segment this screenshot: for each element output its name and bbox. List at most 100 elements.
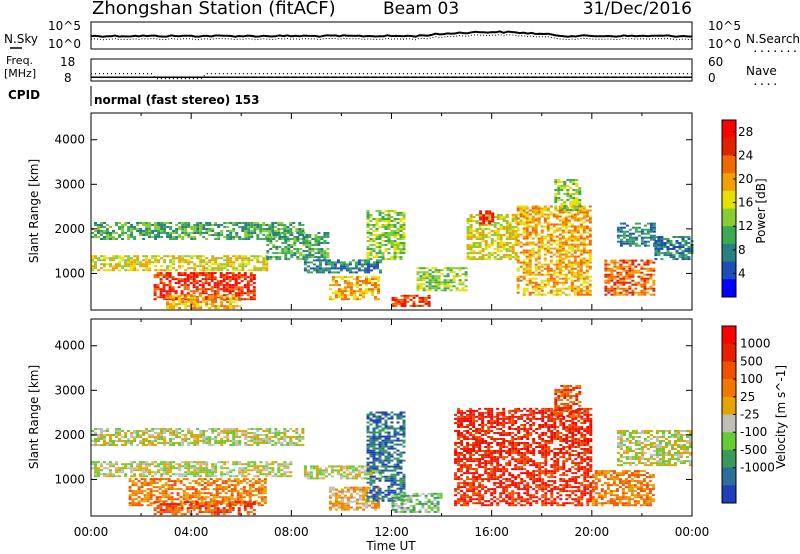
echo-cell (278, 234, 282, 236)
echo-cell (226, 436, 230, 438)
echo-cell (127, 234, 131, 236)
echo-cell (326, 234, 330, 236)
echo-cell (124, 473, 128, 476)
echo-cell (531, 229, 535, 232)
echo-cell (209, 494, 213, 497)
echo-cell (271, 461, 275, 464)
echo-cell (399, 258, 403, 261)
echo-cell (564, 227, 568, 230)
echo-cell (225, 511, 229, 514)
echo-cell (220, 432, 224, 434)
echo-cell (247, 222, 251, 224)
echo-cell (434, 277, 438, 280)
echo-cell (181, 434, 185, 436)
echo-cell (516, 243, 520, 246)
echo-cell (637, 291, 641, 294)
echo-cell (369, 214, 373, 216)
echo-cell (525, 279, 529, 282)
echo-cell (558, 263, 562, 266)
echo-cell (247, 234, 251, 236)
echo-cell (575, 209, 579, 211)
echo-cell (640, 283, 644, 286)
echo-cell (211, 432, 215, 434)
echo-cell (106, 257, 109, 260)
echo-cell (588, 279, 592, 282)
echo-cell (402, 232, 406, 234)
echo-cell (134, 502, 138, 505)
echo-cell (340, 298, 344, 301)
echo-cell (334, 280, 338, 283)
echo-cell (94, 234, 97, 236)
echo-cell (334, 292, 338, 295)
echo-cell (235, 257, 239, 260)
echo-cell (375, 256, 379, 259)
echo-cell (204, 503, 208, 506)
echo-cell (315, 467, 319, 470)
echo-cell (561, 219, 565, 222)
echo-cell (241, 265, 245, 268)
echo-cell (570, 271, 574, 274)
echo-cell (164, 496, 168, 499)
echo-cell (162, 294, 166, 297)
echo-cell (625, 289, 629, 292)
echo-cell (146, 498, 150, 501)
echo-cell (280, 442, 284, 444)
echo-cell (293, 242, 297, 244)
echo-cell (178, 473, 182, 476)
echo-cell (183, 284, 187, 287)
echo-cell (331, 276, 335, 279)
echo-cell (519, 213, 523, 216)
echo-cell (217, 234, 221, 236)
echo-cell (254, 480, 258, 483)
echo-cell (121, 469, 125, 472)
echo-cell (193, 475, 197, 478)
echo-cell (312, 259, 316, 262)
echo-cell (181, 228, 185, 230)
echo-cell (265, 228, 269, 230)
echo-cell (145, 467, 149, 470)
echo-cell (265, 467, 269, 470)
echo-cell (225, 282, 229, 285)
echo-cell (151, 471, 155, 474)
echo-cell (327, 261, 331, 264)
echo-cell (364, 271, 367, 274)
echo-cell (184, 305, 188, 308)
echo-cell (249, 276, 253, 279)
echo-cell (172, 467, 176, 470)
echo-cell (537, 219, 541, 222)
echo-cell (399, 244, 403, 246)
echo-cell (396, 238, 400, 240)
echo-cell (537, 257, 541, 260)
echo-cell (315, 259, 319, 262)
echo-cell (654, 242, 658, 244)
echo-cell (616, 285, 620, 288)
echo-cell (238, 442, 242, 444)
echo-cell (493, 222, 497, 224)
echo-cell (525, 235, 529, 238)
echo-cell (217, 265, 221, 268)
echo-cell (546, 249, 550, 252)
echo-cell (637, 263, 641, 266)
echo-cell (241, 222, 245, 224)
echo-cell (324, 471, 328, 474)
echo-cell (152, 490, 156, 493)
echo-cell (516, 279, 520, 282)
echo-cell (140, 478, 144, 481)
echo-cell (393, 226, 397, 228)
station-title: Zhongshan Station (fitACF) (92, 0, 336, 19)
echo-cell (613, 287, 617, 290)
echo-cell (256, 224, 260, 226)
echo-cell (227, 498, 231, 501)
echo-cell (228, 503, 232, 506)
echo-cell (576, 239, 580, 242)
echo-cell (197, 482, 201, 485)
echo-cell (246, 276, 250, 279)
echo-cell (604, 293, 608, 296)
echo-cell (157, 230, 161, 232)
echo-cell (619, 283, 623, 286)
echo-cell (214, 259, 218, 262)
echo-cell (298, 436, 302, 438)
echo-cell (232, 265, 236, 268)
echo-cell (253, 428, 257, 430)
echo-cell (296, 258, 300, 261)
